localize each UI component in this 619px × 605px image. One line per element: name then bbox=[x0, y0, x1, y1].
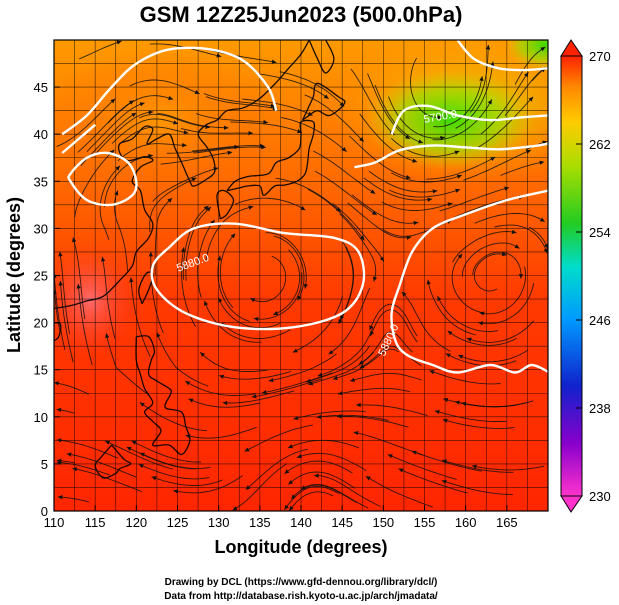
x-tick-label: 145 bbox=[331, 515, 353, 530]
coastlines bbox=[54, 40, 346, 479]
colorbar-tick-label: 254 bbox=[589, 225, 611, 240]
x-tick-label: 160 bbox=[455, 515, 477, 530]
y-tick-label: 35 bbox=[34, 174, 48, 189]
chart-title: GSM 12Z25Jun2023 (500.0hPa) bbox=[140, 2, 463, 27]
colorbar: 230 238 246 254 262 270 bbox=[560, 39, 611, 513]
y-axis-label: Latitude (degrees) bbox=[4, 197, 24, 353]
x-tick-label: 120 bbox=[125, 515, 147, 530]
x-tick-label: 140 bbox=[290, 515, 312, 530]
y-tick-label: 0 bbox=[41, 504, 48, 519]
x-tick-label: 155 bbox=[414, 515, 436, 530]
colorbar-tick-label: 270 bbox=[589, 49, 611, 64]
colorbar-tick-label: 246 bbox=[589, 313, 611, 328]
credit-data: Data from http://database.rish.kyoto-u.a… bbox=[164, 591, 438, 602]
y-tick-label: 5 bbox=[41, 457, 48, 472]
colorbar-bottom-arrow bbox=[560, 495, 583, 513]
x-tick-label: 135 bbox=[249, 515, 271, 530]
x-tick-label: 130 bbox=[208, 515, 230, 530]
height-contours bbox=[61, 40, 548, 374]
x-tick-label: 125 bbox=[167, 515, 189, 530]
land-warm-region bbox=[54, 240, 140, 360]
x-tick-label: 165 bbox=[496, 515, 518, 530]
x-tick-label: 150 bbox=[372, 515, 394, 530]
x-tick-label: 115 bbox=[85, 515, 106, 530]
x-tick-label: 110 bbox=[44, 515, 65, 530]
x-axis-label: Longitude (degrees) bbox=[214, 537, 387, 557]
contour-label: 5700.0 bbox=[423, 108, 458, 126]
cold-corner-region bbox=[505, 40, 548, 70]
streamlines bbox=[54, 40, 548, 511]
colorbar-scale bbox=[560, 55, 583, 497]
colorbar-tick-label: 238 bbox=[589, 401, 611, 416]
credit-drawing: Drawing by DCL (https://www.gfd-dennou.o… bbox=[165, 577, 438, 588]
y-tick-label: 10 bbox=[34, 410, 48, 425]
y-tick-label: 40 bbox=[34, 127, 48, 142]
y-tick-label: 30 bbox=[34, 221, 48, 236]
y-tick-label: 25 bbox=[34, 269, 48, 284]
y-tick-label: 20 bbox=[34, 316, 48, 331]
y-tick-label: 45 bbox=[34, 80, 48, 95]
colorbar-tick-label: 230 bbox=[589, 489, 611, 504]
y-tick-label: 15 bbox=[34, 363, 48, 378]
x-axis-ticks: 110 115 120 125 130 135 140 145 150 155 160 165 bbox=[44, 505, 518, 530]
colorbar-tick-label: 262 bbox=[589, 137, 611, 152]
north-warm-region bbox=[54, 50, 280, 190]
colorbar-ticks: 230 238 246 254 262 270 bbox=[576, 49, 611, 504]
y-axis-ticks: 0 5 10 15 20 25 30 35 40 45 bbox=[34, 80, 60, 519]
colorbar-top-arrow bbox=[560, 39, 583, 57]
cold-core-region bbox=[365, 70, 535, 170]
